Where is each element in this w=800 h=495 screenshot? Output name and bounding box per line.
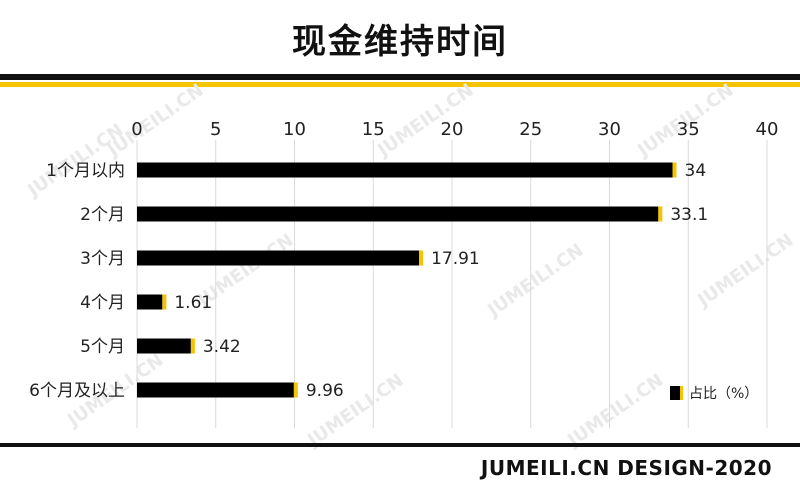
bar-accent (293, 382, 298, 398)
bar-accent (672, 162, 677, 178)
category-label: 5个月 (80, 337, 125, 357)
title-rule-black (0, 74, 800, 80)
data-label: 17.91 (431, 249, 480, 269)
data-label: 34 (685, 161, 707, 181)
legend-label: 占比（%） (689, 386, 758, 402)
data-label: 9.96 (306, 381, 344, 401)
data-label: 3.42 (203, 337, 241, 357)
bar (137, 382, 294, 398)
x-tick-label: 40 (756, 119, 779, 140)
bar (137, 162, 673, 178)
chart-title: 现金维持时间 (292, 22, 508, 62)
x-tick-label: 15 (362, 119, 385, 140)
category-label: 4个月 (80, 293, 125, 313)
x-tick-label: 20 (441, 119, 464, 140)
legend-swatch (670, 386, 680, 400)
bar (137, 338, 191, 354)
footer-text: JUMEILI.CN DESIGN-2020 (480, 456, 772, 480)
legend-swatch-accent (680, 386, 683, 400)
category-label: 1个月以内 (46, 161, 125, 181)
category-label: 3个月 (80, 249, 125, 269)
bar-accent (190, 338, 195, 354)
title-rule-yellow (0, 82, 800, 87)
x-tick-label: 0 (131, 119, 142, 140)
category-label: 6个月及以上 (29, 381, 125, 401)
x-tick-label: 25 (519, 119, 542, 140)
data-label: 33.1 (670, 205, 708, 225)
x-tick-label: 5 (210, 119, 221, 140)
data-label: 1.61 (174, 293, 212, 313)
x-tick-label: 30 (598, 119, 621, 140)
bar-accent (162, 294, 167, 310)
bar (137, 206, 659, 222)
category-label: 2个月 (80, 205, 125, 225)
bar (137, 294, 163, 310)
x-tick-label: 35 (677, 119, 700, 140)
bar-accent (419, 250, 424, 266)
x-tick-label: 10 (283, 119, 306, 140)
footer-rule (0, 443, 800, 447)
bar-accent (658, 206, 663, 222)
bar (137, 250, 420, 266)
